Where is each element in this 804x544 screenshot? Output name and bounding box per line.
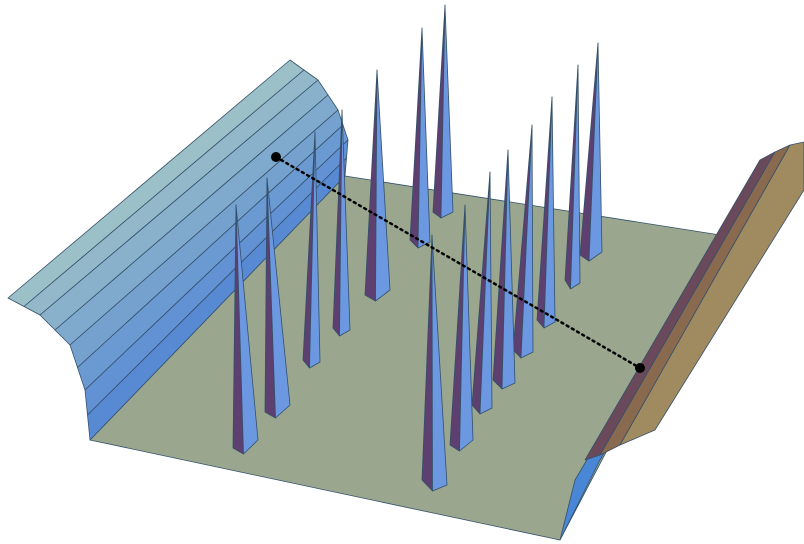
page: (() => { const NS = 'http://www.w3.org/2…	[0, 0, 804, 544]
path-endpoint	[635, 363, 645, 373]
scene	[0, 0, 804, 544]
path-endpoint	[271, 152, 281, 162]
